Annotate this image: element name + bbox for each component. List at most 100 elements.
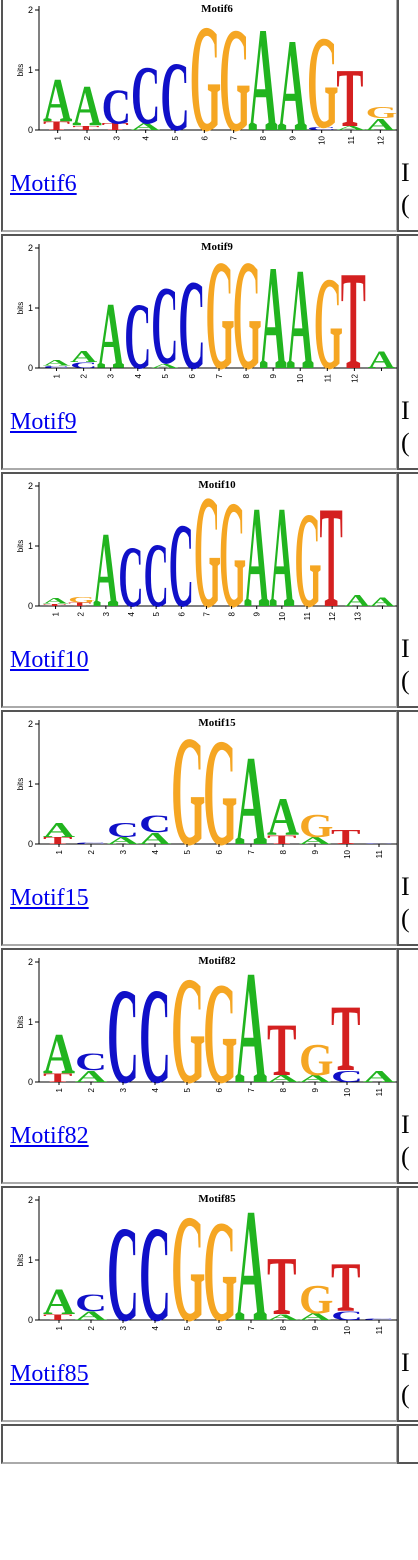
logo-letter: T — [43, 1071, 73, 1085]
logo-letter: A — [267, 787, 299, 847]
x-tick-label: 5 — [183, 1087, 192, 1092]
logo-letter: C — [107, 961, 139, 1108]
detail-text-line2: ( — [401, 666, 410, 695]
x-tick-label: 8 — [242, 373, 251, 378]
motif-detail-cell: I( — [397, 948, 418, 1184]
x-tick-label: 7 — [215, 373, 224, 378]
x-tick-label: 4 — [142, 135, 151, 140]
motif-link[interactable]: Motif9 — [10, 409, 77, 435]
detail-text-line2: ( — [401, 904, 410, 933]
motif-cell: Motif82 0 1 2 bits T A A C C C G G A A T A G C T A 1 2 3 4 5 6 7 8 9 1… — [1, 948, 398, 1184]
logo-letter: G — [299, 808, 333, 845]
logo-letter: C — [124, 282, 151, 389]
logo-letter: T — [331, 826, 361, 849]
logo-title: Motif10 — [198, 479, 236, 491]
x-tick-label: 12 — [376, 135, 385, 144]
x-tick-label: 2 — [87, 1325, 96, 1330]
y-tick-label: 2 — [28, 481, 33, 491]
logo-letter: G — [366, 103, 398, 122]
logo-letter: A — [366, 115, 396, 134]
logo-title: Motif85 — [198, 1193, 236, 1205]
x-tick-label: 7 — [202, 611, 211, 616]
motif-cell: Motif85 0 1 2 bits T A A C C C G G A A T A G C T C 1 2 3 4 5 6 7 8 9 1… — [1, 1186, 398, 1422]
x-tick-label: 6 — [177, 611, 186, 616]
logo-letter: G — [171, 952, 205, 1108]
logo-letter: C — [102, 78, 131, 134]
x-tick-label: 2 — [80, 373, 89, 378]
motif-table: Motif6 0 1 2 bits T A T A T C A C C G G A A C G A T A G 1 2 3 4 5 6 7 8… — [0, 0, 418, 1464]
motif-link[interactable]: Motif10 — [10, 647, 89, 673]
logo-letter: G — [299, 1277, 333, 1323]
logo-letter: T — [43, 603, 67, 607]
y-tick-label: 0 — [28, 363, 33, 373]
logo-title: Motif6 — [201, 3, 233, 15]
logo-title: Motif15 — [198, 717, 236, 729]
motif-detail-cell — [397, 1424, 418, 1464]
x-tick-label: 3 — [119, 849, 128, 854]
detail-text-line2: ( — [401, 1380, 410, 1409]
logo-letter: A — [267, 1313, 299, 1322]
x-tick-label: 9 — [311, 1325, 320, 1330]
detail-text-line1: I — [401, 396, 410, 425]
logo-letter: A — [43, 1280, 75, 1322]
logo-letter: A — [75, 1068, 107, 1086]
logo-letter: A — [345, 591, 371, 609]
y-tick-label: 0 — [28, 1077, 33, 1087]
logo-letter: T — [336, 53, 363, 145]
logo-letter: T — [267, 1009, 297, 1092]
x-tick-label: 1 — [54, 135, 63, 140]
x-tick-label: 7 — [247, 1325, 256, 1330]
y-axis-label: bits — [16, 778, 25, 790]
logo-letter: A — [151, 362, 179, 369]
logo-letter: C — [151, 264, 178, 389]
y-tick-label: 2 — [28, 1195, 33, 1205]
x-tick-label: 11 — [375, 849, 384, 858]
detail-text-line1: I — [401, 1348, 410, 1377]
x-tick-label: 8 — [228, 611, 237, 616]
x-tick-label: 1 — [53, 373, 62, 378]
y-tick-label: 1 — [28, 303, 33, 313]
logo-letter: G — [299, 1034, 333, 1085]
x-tick-label: 11 — [323, 373, 332, 382]
logo-letter: G — [294, 484, 321, 632]
logo-letter: A — [97, 282, 124, 389]
logo-letter: T — [43, 1313, 73, 1322]
x-tick-label: 4 — [151, 849, 160, 854]
motif-row: Motif82 0 1 2 bits T A A C C C G G A A T A G C T A 1 2 3 4 5 6 7 8 9 1… — [0, 948, 418, 1186]
logo-letter: A — [299, 1311, 331, 1322]
y-tick-label: 0 — [28, 601, 33, 611]
x-tick-label: 3 — [119, 1325, 128, 1330]
motif-link[interactable]: Motif85 — [10, 1361, 89, 1387]
logo-letter: T — [320, 477, 343, 632]
x-tick-label: 2 — [87, 849, 96, 854]
y-tick-label: 0 — [28, 1315, 33, 1325]
x-tick-label: 11 — [347, 135, 356, 144]
detail-text-line2: ( — [401, 428, 410, 457]
x-tick-label: 9 — [253, 611, 262, 616]
motif-row: Motif15 0 1 2 bits T A C A C A C G G A T A A G T C 1 2 3 4 5 6 7 8 9 1… — [0, 710, 418, 948]
x-tick-label: 4 — [151, 1087, 160, 1092]
logo-letter: T — [68, 602, 92, 607]
x-tick-label: 9 — [311, 849, 320, 854]
y-tick-label: 2 — [28, 719, 33, 729]
motif-link[interactable]: Motif15 — [10, 885, 89, 911]
x-tick-label: 5 — [183, 849, 192, 854]
x-tick-label: 8 — [279, 1087, 288, 1092]
logo-letter: T — [43, 119, 70, 133]
y-axis-label: bits — [16, 540, 25, 552]
logo-letter: T — [72, 124, 99, 131]
logo-letter: T — [267, 1242, 297, 1333]
x-tick-label: 2 — [83, 135, 92, 140]
y-tick-label: 1 — [28, 779, 33, 789]
logo-letter: G — [203, 714, 237, 870]
x-tick-label: 9 — [311, 1087, 320, 1092]
motif-link[interactable]: Motif6 — [10, 171, 77, 197]
motif-link[interactable]: Motif82 — [10, 1123, 89, 1149]
logo-letter: C — [169, 500, 194, 632]
logo-letter: T — [331, 985, 361, 1092]
x-tick-label: 6 — [188, 373, 197, 378]
motif-cell: Motif10 0 1 2 bits T A T G A C C C G G A A G T A A 1 2 3 4 5 6 7 8 9 1… — [1, 472, 398, 708]
logo-letter: A — [299, 835, 331, 846]
